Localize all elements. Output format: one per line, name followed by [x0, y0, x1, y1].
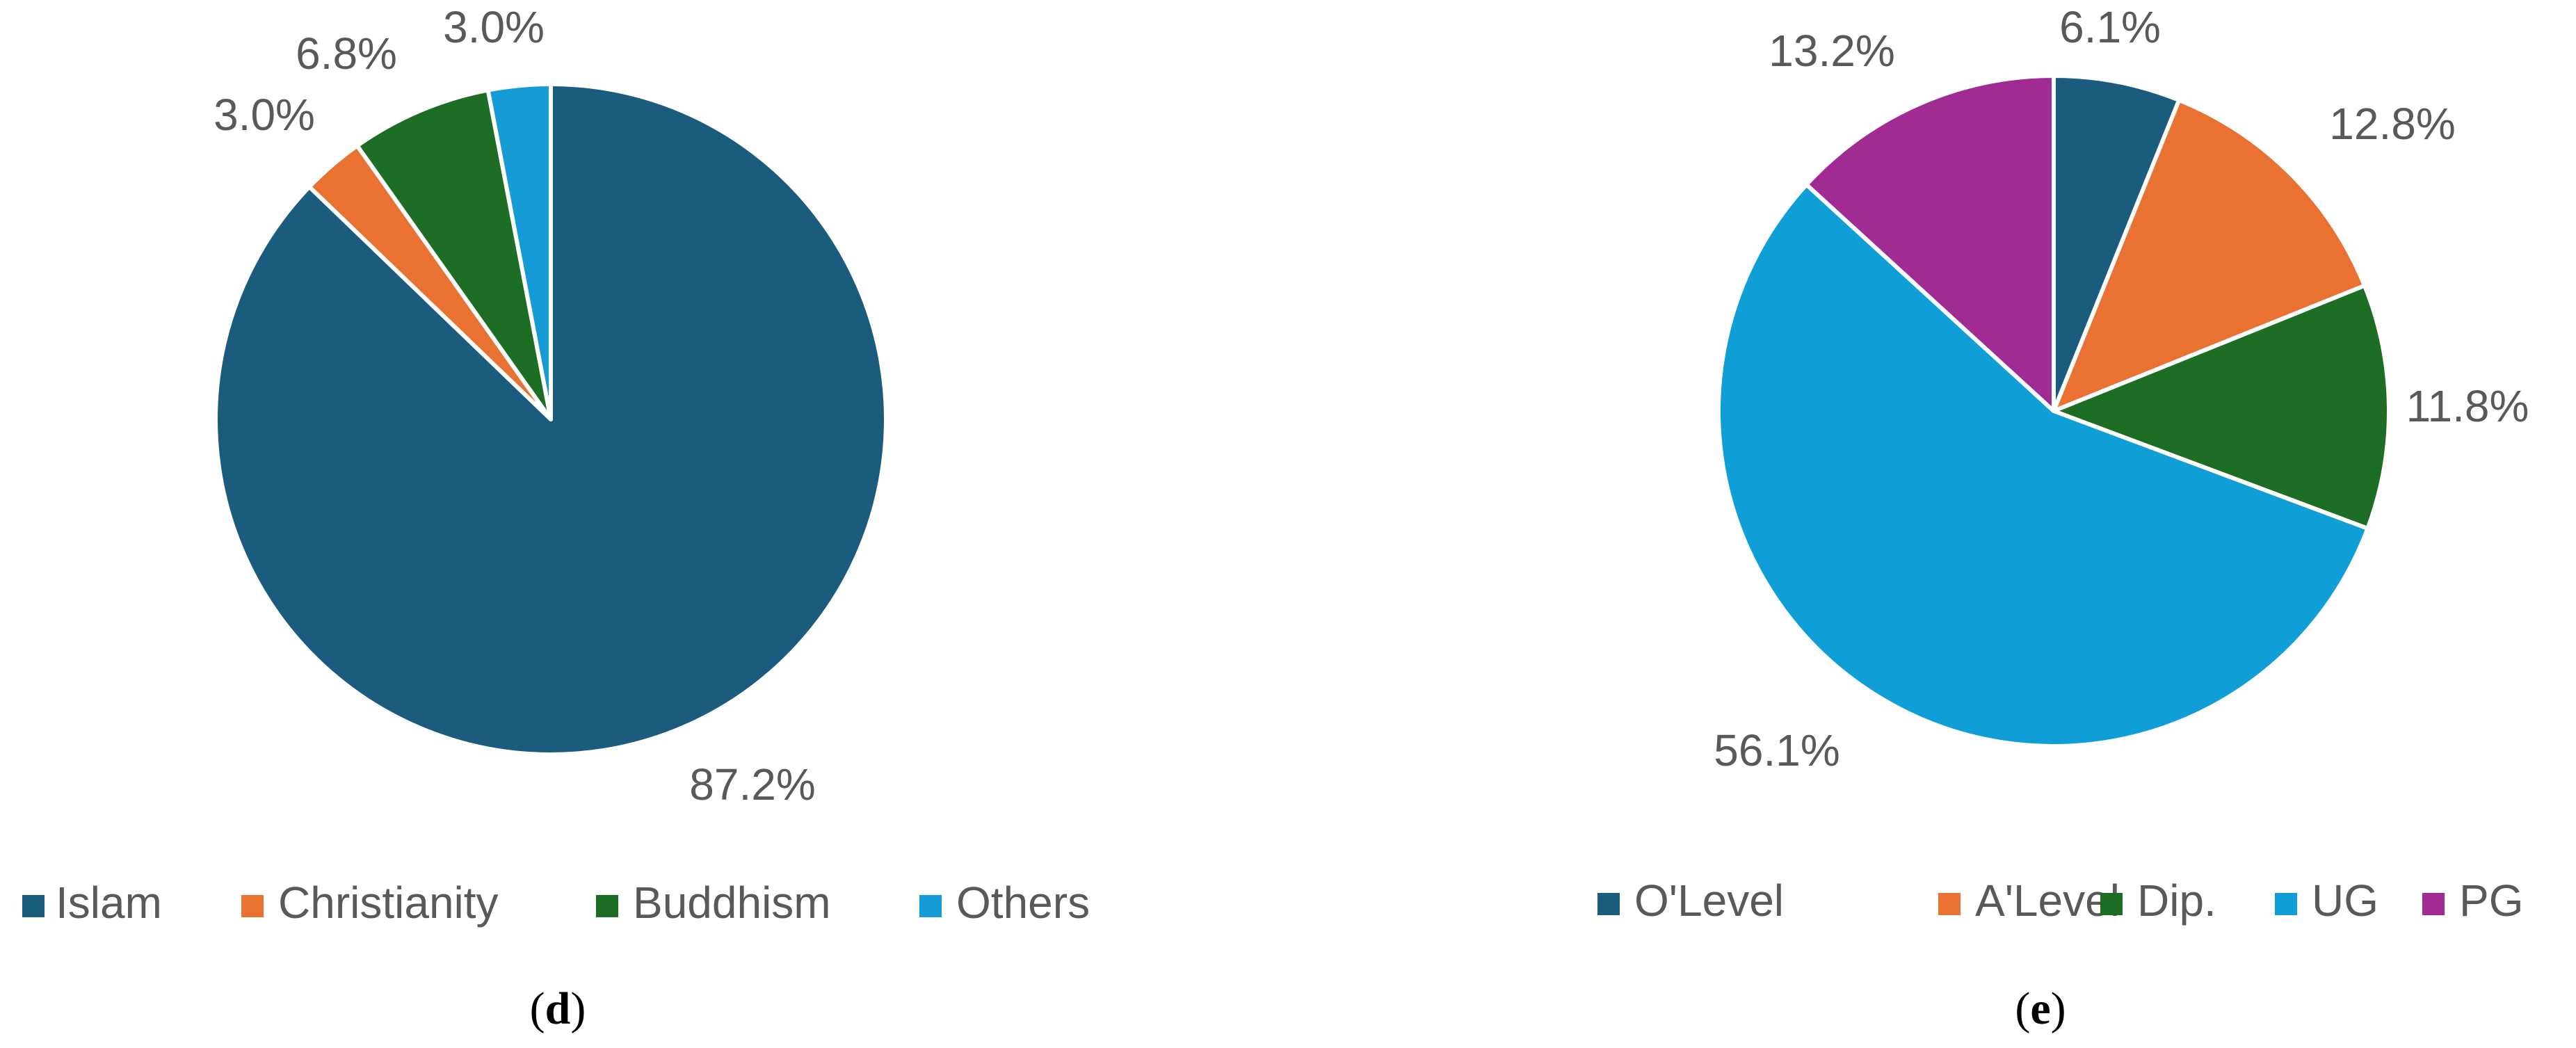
- pie-slice-dip: [2052, 283, 2391, 531]
- legend-swatch-ug: [2275, 893, 2297, 915]
- legend-swatch-buddhism: [596, 895, 618, 917]
- legend-label-buddhism: Buddhism: [633, 878, 831, 928]
- pie-slice-a-level: [2052, 97, 2367, 413]
- data-label-others: 3.0%: [443, 2, 545, 52]
- pie-slice-pg: [1804, 74, 2056, 413]
- data-label-buddhism: 6.8%: [296, 29, 397, 79]
- legend-label-pg: PG: [2459, 876, 2523, 926]
- pie-slices: [214, 82, 888, 757]
- pie-chart-religion: 87.2% 3.0% 6.8% 3.0% Islam Christianity Buddh…: [22, 2, 1090, 1034]
- legend-swatch-others: [919, 895, 942, 917]
- pie-slice-ug: [1716, 182, 2370, 748]
- legend-swatch-pg: [2422, 893, 2445, 915]
- legend-swatch-christianity: [241, 895, 264, 917]
- data-label-islam: 87.2%: [689, 759, 815, 809]
- legend-label-islam: Islam: [56, 878, 162, 928]
- data-labels: 6.1% 12.8% 11.8% 56.1% 13.2%: [1714, 2, 2529, 775]
- legend-label-christianity: Christianity: [278, 878, 499, 928]
- data-label-o-level: 6.1%: [2059, 2, 2161, 52]
- legend-swatch-islam: [22, 895, 45, 917]
- legend: O'Level A'Level Dip. UG PG: [1597, 876, 2523, 926]
- legend-swatch-dip: [2100, 893, 2123, 915]
- legend-label-o-level: O'Level: [1634, 876, 1784, 926]
- data-label-dip: 11.8%: [2406, 381, 2529, 431]
- legend-label-ug: UG: [2312, 876, 2378, 926]
- data-label-a-level: 12.8%: [2329, 99, 2455, 149]
- legend-label-a-level: A'Level: [1975, 876, 2120, 926]
- pie-slice-o-level: [2052, 74, 2182, 413]
- panel-caption-e: (e): [2015, 983, 2066, 1034]
- data-label-ug: 56.1%: [1714, 725, 1840, 775]
- data-label-pg: 13.2%: [1769, 26, 1894, 76]
- pie-slices: [1716, 74, 2391, 748]
- data-labels: 87.2% 3.0% 6.8% 3.0%: [214, 2, 816, 809]
- legend-label-others: Others: [956, 878, 1090, 928]
- panel-caption-d: (d): [530, 983, 586, 1034]
- legend-label-dip: Dip.: [2137, 876, 2216, 926]
- legend-swatch-o-level: [1597, 893, 1620, 915]
- pie-chart-education: 6.1% 12.8% 11.8% 56.1% 13.2% O'Level A'Level D…: [1597, 2, 2529, 1034]
- legend: Islam Christianity Buddhism Others: [22, 878, 1090, 928]
- data-label-christianity: 3.0%: [214, 90, 315, 140]
- legend-swatch-a-level: [1938, 893, 1961, 915]
- pie-slice-others: [485, 82, 553, 421]
